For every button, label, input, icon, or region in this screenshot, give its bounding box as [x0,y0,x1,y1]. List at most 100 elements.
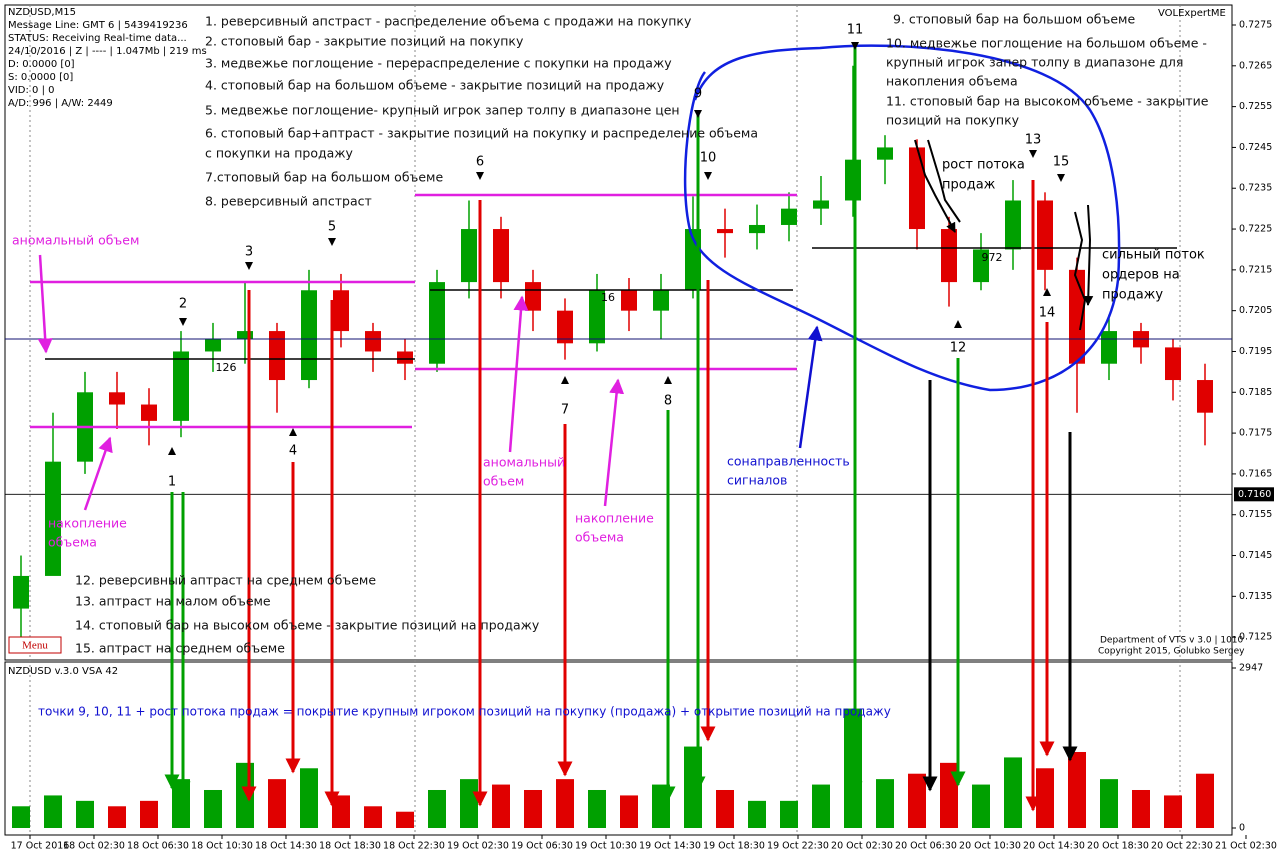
volume-bar [1100,779,1118,828]
point-number: 12 [950,341,967,356]
candle-body [333,290,349,332]
candle-body [717,229,733,234]
volume-bar [332,795,350,828]
x-tick-label: 20 Oct 22:30 [1151,841,1213,852]
volume-bar [492,784,510,828]
x-tick-label: 19 Oct 02:30 [447,841,509,852]
label: сильный поток [1102,248,1205,263]
point-number: 14 [1039,306,1056,321]
note: 12. реверсивный аптраст на среднем объем… [75,573,376,588]
volume-bar [620,795,638,828]
label: объема [48,535,97,550]
candle-body [1037,200,1053,270]
x-tick-label: 21 Oct 02:30 [1215,841,1277,852]
candle-body [45,461,61,576]
note: 15. аптраст на среднем объеме [75,641,285,656]
volume-bar [172,779,190,828]
x-tick-label: 19 Oct 10:30 [575,841,637,852]
x-tick-label: 18 Oct 10:30 [191,841,253,852]
candle-body [973,249,989,283]
volume-bar [716,789,734,828]
volume-bar [236,762,254,828]
y-tick-label: 0.7225 [1239,224,1272,235]
candle-body [237,331,253,340]
y-tick-label: 0.7185 [1239,387,1272,398]
y-tick-label: 0.7175 [1239,428,1272,439]
candle-body [781,208,797,225]
price-tag: 126 [216,361,237,374]
volume-bar [204,789,222,828]
candle-body [269,331,285,381]
price-tag: 16 [601,291,615,304]
x-tick-label: 18 Oct 22:30 [383,841,445,852]
volume-bar [780,800,798,828]
volume-bar [428,789,446,828]
x-tick-label: 17 Oct 2016 [11,841,70,852]
footer: Department of VTS v 3.0 | 1010 [1100,636,1244,646]
volume-bar [1004,757,1022,828]
candle-body [1197,380,1213,413]
note: 9. стоповый бар на большом объеме [893,12,1135,27]
note: позиций на покупку [886,113,1020,128]
volume-bar [524,789,542,828]
current-price-box [1234,487,1274,502]
volume-bar [940,762,958,828]
x-tick-label: 19 Oct 06:30 [511,841,573,852]
volume-bar [748,800,766,828]
signal-arrows [164,45,1078,812]
info-line: Message Line: GMT 6 | 5439419236 [8,20,188,31]
x-tick-label: 20 Oct 06:30 [895,841,957,852]
label: сонаправленность [727,454,850,469]
volume-bar [364,806,382,828]
x-tick-label: 19 Oct 14:30 [639,841,701,852]
note: 7.стоповый бар на большом объеме [205,170,443,185]
label: аномальный объем [12,233,139,248]
main-frame [4,4,1233,661]
candle-body [109,392,125,405]
point-number: 7 [561,403,569,418]
volume-bar [44,795,62,828]
y-tick-label: 0.7245 [1239,142,1272,153]
volume-bar [1132,789,1150,828]
day-separators [29,5,1181,835]
candle-body [397,351,413,364]
y-tick-label: 0.7275 [1239,19,1272,30]
volume-bar [908,773,926,828]
candle-body [1069,269,1085,364]
candle-body [909,147,925,230]
info-line: 24/10/2016 | Z | ---- | 1.047Mb | 219 ms [8,46,207,57]
y-tick-label: 0.7255 [1239,101,1272,112]
point-number: 11 [847,23,864,38]
volume-bar [1068,751,1086,828]
point-number: 4 [289,444,297,459]
legend-text: 1. реверсивный апстраст - распределение … [75,12,1209,656]
volume-bar [844,708,862,828]
point-number: 13 [1025,133,1042,148]
label: объема [575,530,624,545]
point-numbers: 1 2 3 4 5 6 7 8 9 10 11 12 13 14 15 126 … [168,23,1069,490]
menu-label[interactable]: Menu [22,640,48,652]
x-tick-label: 19 Oct 22:30 [767,841,829,852]
candle-body [621,290,637,311]
note: 4. стоповый бар на большом объеме - закр… [205,78,665,93]
blue-labels: сонаправленность сигналов точки 9, 10, 1… [38,454,891,719]
label: продаж [942,178,996,193]
menu-button[interactable]: Menu [8,636,62,654]
point-number: 15 [1053,155,1070,170]
menu-box[interactable] [8,636,62,654]
candle-body [1005,200,1021,250]
volume-bar [396,811,414,828]
y-tick-label: 0.7215 [1239,264,1272,275]
volume-bar [588,789,606,828]
candle-body [365,331,381,352]
info-line: S: 0.0000 [0] [8,72,73,83]
x-tick-label: 20 Oct 14:30 [1023,841,1085,852]
signal-contour [683,44,1121,392]
candle-body [461,229,477,283]
y-tick-label: 0.7135 [1239,591,1272,602]
candle-body [749,224,765,234]
volume-bar [300,768,318,828]
volume-bar [1196,773,1214,828]
label: продажу [1102,288,1163,303]
